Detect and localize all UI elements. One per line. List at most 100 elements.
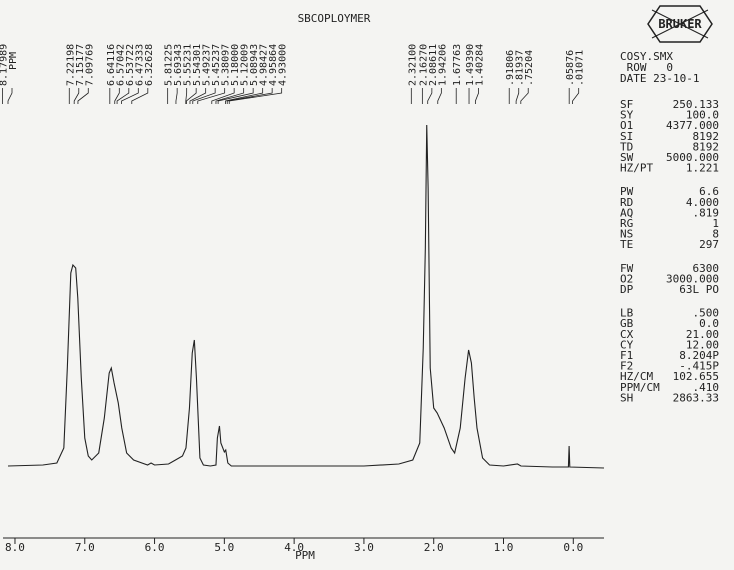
x-axis-label: PPM <box>295 549 315 562</box>
peak-label: 5.49237 <box>202 44 213 86</box>
peak-label: 4.93000 <box>278 44 289 86</box>
param-key: HZ/CM <box>620 370 653 383</box>
param-key: SF <box>620 98 633 111</box>
param-value: 3000.000 <box>666 272 719 285</box>
peak-leader <box>427 88 433 104</box>
peak-label: .05876 <box>565 50 576 86</box>
param-value: 1.221 <box>686 162 719 175</box>
spectrum-line <box>7 124 605 469</box>
param-value: 297 <box>699 238 719 251</box>
header-line: DATE 23-10-1 <box>620 72 699 85</box>
param-value: 6.6 <box>699 185 719 198</box>
peak-leader <box>225 88 264 104</box>
peak-leader <box>114 88 120 104</box>
ppm-leader <box>7 88 13 104</box>
param-key: AQ <box>620 206 633 219</box>
param-key: SY <box>620 109 634 122</box>
peak-label: .75204 <box>524 50 535 86</box>
param-key: O2 <box>620 272 633 285</box>
peak-leader <box>474 88 479 104</box>
peak-label: 8.17989 <box>0 44 9 86</box>
peak-label: 5.54301 <box>192 44 203 86</box>
peak-leader <box>211 88 235 104</box>
x-tick-label: 5.0 <box>214 541 234 554</box>
param-key: RD <box>620 196 633 209</box>
logo-frame <box>647 5 713 43</box>
param-value: 12.00 <box>686 338 719 351</box>
ppm-label: PPM <box>8 52 19 70</box>
peak-leader <box>515 88 520 104</box>
x-tick-label: 8.0 <box>5 541 25 554</box>
param-key: O1 <box>620 119 633 132</box>
peak-leader <box>186 88 197 104</box>
param-key: RG <box>620 217 633 230</box>
peak-leader <box>77 88 89 104</box>
param-value: 4.000 <box>686 196 719 209</box>
x-tick-label: 2.0 <box>424 541 444 554</box>
param-key: FW <box>620 262 634 275</box>
peak-label: 7.15177 <box>75 44 86 86</box>
param-key: TE <box>620 238 633 251</box>
param-value: 2863.33 <box>673 391 719 404</box>
peak-label: 2.32100 <box>407 44 418 86</box>
param-key: F2 <box>620 360 633 373</box>
peak-label: 5.12009 <box>240 44 251 86</box>
chart-title: SBCOPLOYMER <box>298 12 371 25</box>
param-value: -.415P <box>679 360 719 373</box>
peak-leader <box>131 88 149 104</box>
param-value: 0.0 <box>699 317 719 330</box>
header-line: ROW 0 <box>620 61 673 74</box>
peak-leader <box>572 88 580 104</box>
peak-leader <box>189 88 207 104</box>
x-tick-label: 4.0 <box>284 541 304 554</box>
peak-leader <box>116 88 130 104</box>
peak-leader <box>185 88 188 104</box>
peak-leader <box>121 88 139 104</box>
param-key: SW <box>620 151 634 164</box>
peak-label: 7.22198 <box>65 44 76 86</box>
param-key: PW <box>620 185 634 198</box>
peak-label: 5.38097 <box>221 44 232 86</box>
peak-label: 2.16270 <box>418 44 429 86</box>
peak-leader <box>228 88 283 104</box>
param-value: 8192 <box>693 140 720 153</box>
param-value: 1 <box>712 217 719 230</box>
peak-label: 5.18000 <box>230 44 241 86</box>
peak-label: 5.69343 <box>173 44 184 86</box>
peak-label: .01071 <box>575 50 586 86</box>
peak-label: 4.98427 <box>259 44 270 86</box>
param-value: .819 <box>693 206 720 219</box>
peak-label: 2.08611 <box>428 44 439 86</box>
logo: BRUKER <box>647 5 713 43</box>
peak-leader <box>192 88 216 104</box>
param-key: F1 <box>620 349 633 362</box>
peak-label: 5.81225 <box>164 44 175 86</box>
x-tick-label: 6.0 <box>145 541 165 554</box>
param-value: 102.655 <box>673 370 719 383</box>
peak-leader <box>197 88 226 104</box>
peak-label: 6.57042 <box>115 44 126 86</box>
peak-leader <box>215 88 245 104</box>
peak-label: 5.55231 <box>183 44 194 86</box>
param-value: 250.133 <box>673 98 719 111</box>
x-tick-label: 1.0 <box>494 541 514 554</box>
param-key: DP <box>620 283 634 296</box>
peak-label: 1.49390 <box>465 44 476 86</box>
peak-label: 6.53722 <box>125 44 136 86</box>
peak-label: 5.45237 <box>211 44 222 86</box>
peak-leader <box>520 88 529 104</box>
param-key: CX <box>620 328 634 341</box>
peak-label: 6.64116 <box>106 44 117 86</box>
peak-label: 5.08943 <box>249 44 260 86</box>
peak-label: 1.40284 <box>475 44 486 86</box>
param-value: 6300 <box>693 262 720 275</box>
peak-leader <box>437 88 442 104</box>
peak-label: 6.32628 <box>144 44 155 86</box>
param-value: .500 <box>693 307 720 320</box>
param-key: SH <box>620 391 633 404</box>
param-key: TD <box>620 140 633 153</box>
param-value: 100.0 <box>686 109 719 122</box>
peak-label: 1.67763 <box>452 44 463 86</box>
peak-leader <box>226 88 273 104</box>
